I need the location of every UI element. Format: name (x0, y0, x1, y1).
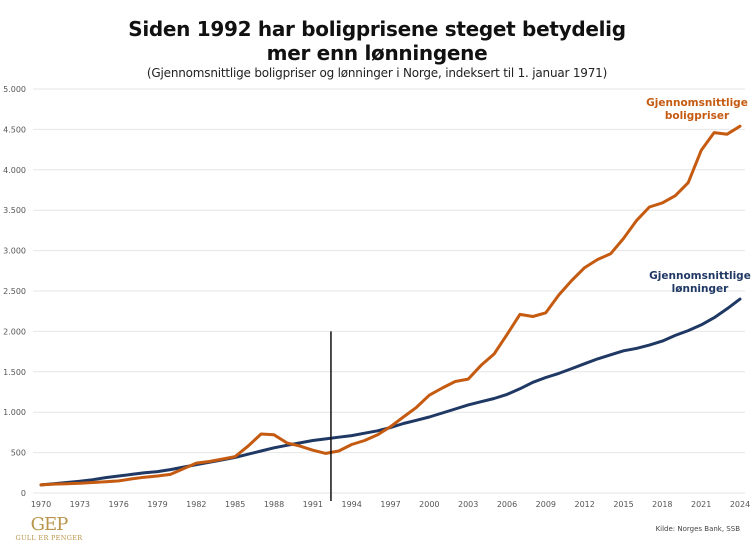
x-tick-label: 1976 (108, 500, 128, 509)
y-tick-label: 3.500 (3, 206, 26, 215)
y-tick-label: 4.000 (3, 166, 26, 175)
y-tick-label: 2.500 (3, 287, 26, 296)
wage-series-label: Gjennomsnittlige lønninger (649, 270, 751, 295)
x-tick-label: 1970 (31, 500, 51, 509)
x-tick-label: 2006 (497, 500, 517, 509)
x-tick-label: 1988 (264, 500, 284, 509)
gep-logo: GEP GULL ER PENGER (9, 516, 89, 543)
y-tick-label: 500 (11, 449, 26, 458)
chart-subtitle: (Gjennomsnittlige boligpriser og lønning… (146, 66, 608, 80)
x-tick-label: 2000 (419, 500, 439, 509)
housing-price-line (39, 124, 742, 487)
chart-title-line-2: mer enn lønningene (266, 41, 488, 65)
wage-line (39, 297, 742, 487)
chart-title-line-1: Siden 1992 har boligprisene steget betyd… (128, 17, 626, 41)
y-tick-label: 2.000 (3, 327, 26, 336)
x-tick-label: 1994 (341, 500, 361, 509)
series-label-line: boligpriser (665, 110, 730, 122)
series-label-line: lønninger (672, 283, 729, 295)
series-labels: Gjennomsnittlige boligpriserGjennomsnittl… (646, 97, 751, 295)
y-tick-label: 1.000 (3, 408, 26, 417)
x-tick-label: 1979 (147, 500, 167, 509)
housing-series-label: Gjennomsnittlige boligpriser (646, 97, 748, 122)
x-tick-label: 1982 (186, 500, 206, 509)
x-tick-label: 2015 (613, 500, 633, 509)
x-tick-label: 2021 (691, 500, 711, 509)
x-tick-label: 2003 (458, 500, 478, 509)
x-tick-label: 1985 (225, 500, 245, 509)
series-label-line: Gjennomsnittlige (649, 270, 751, 282)
x-tick-label: 2018 (652, 500, 672, 509)
x-tick-label: 2009 (536, 500, 556, 509)
x-axis-ticks: 1970 1973 1976 1979 1982 1985 1988 1991 1994 1997… (31, 500, 750, 509)
x-tick-label: 1997 (380, 500, 400, 509)
x-tick-label: 1973 (70, 500, 90, 509)
y-tick-label: 4.500 (3, 125, 26, 134)
y-axis-ticks: 0 500 1.000 1.500 2.000 2.500 3.000 3.500 4.000 4… (3, 85, 26, 498)
series-lines (39, 124, 742, 487)
series-label-line: Gjennomsnittlige (646, 97, 748, 109)
y-tick-label: 1.500 (3, 368, 26, 377)
source-note: Kilde: Norges Bank, SSB (655, 525, 740, 533)
logo-mark: GEP (30, 514, 69, 535)
y-tick-label: 3.000 (3, 247, 26, 256)
logo-name: GULL ER PENGER (15, 534, 83, 542)
gridlines (33, 88, 745, 494)
x-tick-label: 2024 (730, 500, 750, 509)
x-tick-label: 2012 (574, 500, 594, 509)
x-tick-label: 1991 (303, 500, 323, 509)
y-tick-label: 5.000 (3, 85, 26, 94)
y-tick-label: 0 (21, 489, 26, 498)
